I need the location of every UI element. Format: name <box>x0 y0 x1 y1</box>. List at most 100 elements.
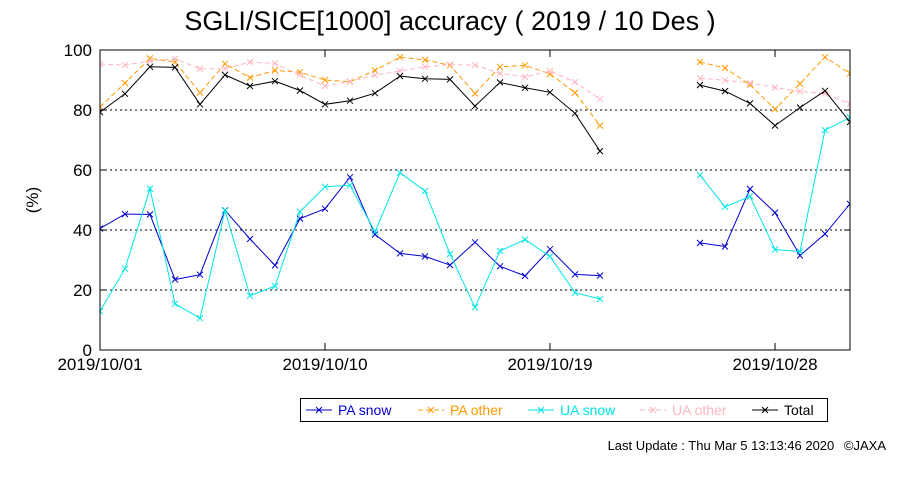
total-point <box>771 122 779 129</box>
total-point <box>496 79 504 86</box>
total-point <box>721 87 729 95</box>
ua-other-point <box>521 73 529 81</box>
ua-other-point <box>746 79 754 87</box>
ua-snow-point <box>246 292 254 300</box>
y-tick-label: 80 <box>73 101 92 120</box>
pa-other-point <box>571 89 579 96</box>
x-tick-label: 2019/10/19 <box>507 355 592 374</box>
ua-other-point <box>891 91 897 97</box>
total-point <box>321 100 329 108</box>
ua-other-point <box>546 67 554 75</box>
ua-other-point <box>196 65 204 73</box>
legend-item-ua-other: UA other <box>640 402 727 418</box>
ua-snow-point <box>596 295 604 303</box>
legend-label: Total <box>784 402 814 418</box>
legend-label: PA other <box>450 402 503 418</box>
ua-snow-point <box>471 304 479 311</box>
pa-snow-point <box>891 182 897 188</box>
pa-other-point <box>146 55 154 62</box>
total-point <box>571 109 579 117</box>
pa-other-point <box>396 53 404 61</box>
ua-other-point <box>771 84 779 91</box>
total-point <box>872 118 878 124</box>
ua-other-point <box>446 61 454 69</box>
pa-snow-point <box>246 235 254 243</box>
y-tick-label: 0 <box>83 341 92 360</box>
pa-other-point <box>246 74 254 81</box>
ua-other-point <box>696 74 704 82</box>
ua-snow-point <box>696 171 704 179</box>
ua-snow-point <box>196 314 204 322</box>
legend-ua-snow-point <box>537 406 545 414</box>
plot-frame <box>99 49 851 351</box>
series-line-pa-other <box>100 56 601 126</box>
series-line-pa-snow <box>100 176 601 281</box>
ua-snow-point <box>271 282 279 290</box>
ua-snow-point <box>446 250 454 258</box>
total-point <box>221 71 229 79</box>
pa-snow-point <box>521 272 529 280</box>
pa-other-point <box>271 67 279 74</box>
y-tick-label: 60 <box>73 161 92 180</box>
y-tick-label: 100 <box>64 41 92 60</box>
pa-other-point <box>696 58 704 66</box>
total-point <box>521 84 529 92</box>
ua-other-point <box>100 60 104 68</box>
ua-snow-point <box>796 248 804 255</box>
pa-other-point <box>121 79 129 87</box>
ua-snow-point <box>146 185 154 192</box>
pa-other-point <box>796 80 804 87</box>
legend-item-ua-snow: UA snow <box>528 402 616 418</box>
pa-other-point <box>891 85 897 91</box>
series-line-ua-snow <box>699 116 850 253</box>
ua-snow-point <box>546 253 554 260</box>
y-axis-label: (%) <box>23 187 42 213</box>
legend-item-pa-snow: PA snow <box>306 402 392 418</box>
ua-snow-point <box>821 126 829 134</box>
series-ua-other <box>100 55 897 108</box>
ua-other-point <box>371 71 379 79</box>
chart-title: SGLI/SICE[1000] accuracy ( 2019 / 10 Des… <box>184 6 716 36</box>
ua-snow-point <box>171 300 179 308</box>
ua-snow-point <box>296 208 304 216</box>
ua-snow-point <box>396 169 404 177</box>
legend-pa-other-point <box>427 406 435 414</box>
axis-ticks: 0 20 40 60 80 100 2019/10/01 2019/10/10 2019/10/… <box>57 41 850 374</box>
ua-other-point <box>146 57 154 65</box>
last-update-text: Last Update : Thu Mar 5 13:13:46 2020 <box>607 438 835 453</box>
total-point <box>746 100 754 107</box>
ua-other-point <box>221 65 229 72</box>
pa-other-point <box>521 61 529 69</box>
pa-snow-point <box>696 239 704 247</box>
ua-other-point <box>296 71 304 79</box>
total-point <box>446 76 454 83</box>
ua-other-point <box>596 95 604 103</box>
total-point <box>846 118 850 126</box>
ua-other-point <box>271 60 279 67</box>
pa-snow-point <box>171 276 179 283</box>
copyright-text: ©JAXA <box>843 438 886 453</box>
ua-snow-point <box>221 207 229 214</box>
pa-other-point <box>371 67 379 74</box>
ua-snow-point <box>746 193 754 200</box>
ua-other-point <box>821 90 829 97</box>
ua-other-point <box>246 58 254 66</box>
ua-snow-point <box>771 246 779 253</box>
ua-snow-point <box>496 247 504 255</box>
series-line-pa-other <box>699 56 850 110</box>
legend-label: UA other <box>672 402 727 418</box>
y-tick-label: 40 <box>73 221 92 240</box>
total-point <box>596 147 604 155</box>
grid-lines <box>100 109 850 291</box>
total-point <box>546 88 554 96</box>
total-point <box>146 63 154 71</box>
legend: PA snow PA other UA snow UA other Total <box>306 402 814 418</box>
total-point <box>296 87 304 94</box>
series-layer <box>100 53 897 322</box>
legend-frame <box>300 398 828 422</box>
pa-snow-point <box>146 211 154 218</box>
x-tick-label: 2019/10/10 <box>282 355 367 374</box>
legend-item-pa-other: PA other <box>418 402 503 418</box>
pa-snow-point <box>321 205 329 213</box>
series-ua-snow <box>100 114 850 322</box>
